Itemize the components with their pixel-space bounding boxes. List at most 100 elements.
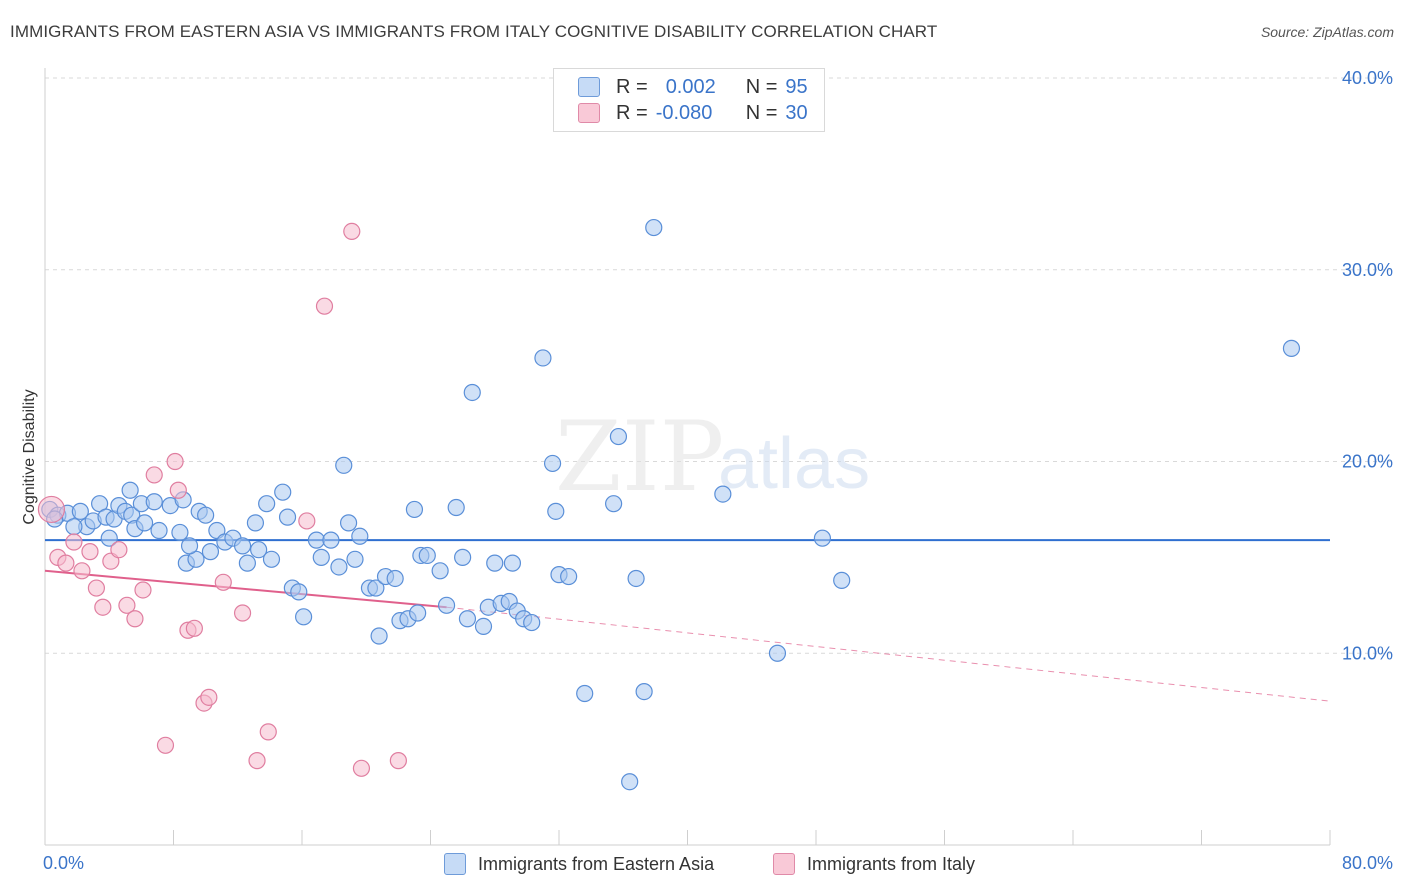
- point-eastern-asia: [135, 514, 154, 532]
- point-eastern-asia: [246, 514, 265, 532]
- point-italy: [65, 533, 83, 551]
- point-eastern-asia: [201, 543, 220, 561]
- point-eastern-asia: [503, 554, 522, 572]
- point-eastern-asia: [405, 500, 424, 519]
- point-italy: [145, 466, 163, 484]
- legend-n-value: 30: [785, 101, 808, 124]
- point-eastern-asia: [150, 521, 168, 540]
- watermark: ZIP atlas: [555, 401, 870, 513]
- point-eastern-asia: [609, 427, 628, 446]
- point-italy: [169, 481, 187, 499]
- point-italy: [315, 297, 334, 315]
- point-eastern-asia: [262, 550, 281, 568]
- point-eastern-asia: [486, 554, 504, 572]
- bottom-legend-label-blue: Immigrants from Eastern Asia: [478, 853, 715, 874]
- legend-r-value: 0.002: [665, 75, 716, 98]
- point-eastern-asia: [121, 481, 139, 499]
- point-eastern-asia: [645, 218, 663, 237]
- point-italy: [166, 452, 184, 471]
- point-eastern-asia: [576, 684, 594, 703]
- point-eastern-asia: [100, 529, 118, 547]
- x-tick-label-max: 80.0%: [1342, 853, 1393, 873]
- point-eastern-asia: [180, 537, 199, 555]
- point-italy: [94, 598, 112, 616]
- point-eastern-asia: [370, 627, 388, 645]
- points-italy: [37, 222, 407, 777]
- point-eastern-asia: [171, 523, 189, 542]
- points-eastern-asia: [41, 218, 1301, 791]
- point-eastern-asia: [418, 546, 436, 565]
- point-eastern-asia: [290, 583, 308, 601]
- point-eastern-asia: [454, 548, 472, 566]
- trend-line-italy-extension: [446, 606, 1331, 702]
- chart-title: IMMIGRANTS FROM EASTERN ASIA VS IMMIGRAN…: [10, 22, 938, 41]
- point-eastern-asia: [560, 567, 578, 586]
- trend-italy: [44, 569, 1331, 702]
- point-italy: [343, 222, 361, 240]
- legend-row-italy: R = -0.080 N = 30: [578, 100, 808, 126]
- watermark-atlas: atlas: [718, 424, 870, 504]
- point-eastern-asia: [274, 483, 292, 501]
- point-italy: [118, 596, 136, 614]
- point-italy: [156, 736, 175, 754]
- point-italy: [248, 752, 266, 770]
- point-eastern-asia: [351, 527, 369, 545]
- y-tick-label: 30.0%: [1342, 260, 1393, 280]
- watermark-zip: ZIP: [555, 401, 724, 513]
- point-eastern-asia: [278, 508, 297, 526]
- point-eastern-asia: [534, 349, 552, 367]
- point-italy: [389, 752, 407, 770]
- point-eastern-asia: [437, 596, 456, 614]
- tick-labels: 10.0% 20.0% 30.0% 40.0% 0.0% 80.0%: [43, 68, 1393, 873]
- y-tick-label: 40.0%: [1342, 68, 1393, 88]
- point-eastern-asia: [547, 502, 565, 520]
- point-italy: [110, 541, 128, 559]
- point-eastern-asia: [543, 454, 562, 473]
- point-eastern-asia: [523, 613, 541, 632]
- point-italy: [352, 759, 371, 777]
- point-eastern-asia: [714, 485, 732, 503]
- point-italy: [87, 579, 106, 597]
- point-eastern-asia: [833, 571, 851, 589]
- point-italy: [233, 604, 252, 622]
- bottom-legend-italy: Immigrants from Italy: [773, 851, 975, 877]
- point-italy: [73, 562, 91, 580]
- legend-n-label: N =: [745, 75, 778, 98]
- point-eastern-asia: [197, 506, 215, 524]
- source-label: Source: ZipAtlas.com: [1260, 24, 1394, 40]
- point-eastern-asia: [65, 518, 83, 536]
- point-eastern-asia: [447, 498, 465, 517]
- point-eastern-asia: [463, 383, 481, 402]
- point-italy: [200, 688, 218, 706]
- point-eastern-asia: [295, 608, 313, 626]
- bottom-legend-label-pink: Immigrants from Italy: [807, 853, 976, 874]
- bottom-legend-swatch-pink: [773, 853, 795, 875]
- point-italy: [134, 581, 152, 599]
- point-eastern-asia: [1282, 339, 1301, 357]
- legend-box: R = 0.002 N = 95 R = -0.080 N = 30: [553, 68, 825, 132]
- point-eastern-asia: [768, 644, 787, 662]
- point-eastern-asia: [238, 554, 256, 572]
- legend-n-label: N =: [745, 101, 778, 124]
- legend-row-eastern-asia: R = 0.002 N = 95: [578, 74, 808, 100]
- point-eastern-asia: [621, 773, 639, 791]
- trend-line-italy: [44, 569, 447, 609]
- point-eastern-asia: [322, 531, 340, 549]
- legend-r-label: R =: [616, 75, 648, 98]
- y-tick-label: 20.0%: [1342, 452, 1393, 472]
- point-eastern-asia: [813, 529, 832, 547]
- point-italy: [185, 619, 203, 637]
- point-eastern-asia: [458, 610, 477, 628]
- point-eastern-asia: [145, 493, 163, 511]
- legend-r-label: R =: [616, 101, 648, 124]
- y-tick-label: 10.0%: [1342, 643, 1393, 663]
- legend-swatch-pink: [578, 103, 600, 123]
- point-eastern-asia: [386, 569, 404, 588]
- point-eastern-asia: [258, 495, 276, 513]
- point-eastern-asia: [71, 502, 89, 520]
- x-tick-label-min: 0.0%: [43, 853, 84, 873]
- axes: [44, 68, 1331, 846]
- point-eastern-asia: [233, 537, 252, 555]
- legend-swatch-blue: [578, 77, 600, 97]
